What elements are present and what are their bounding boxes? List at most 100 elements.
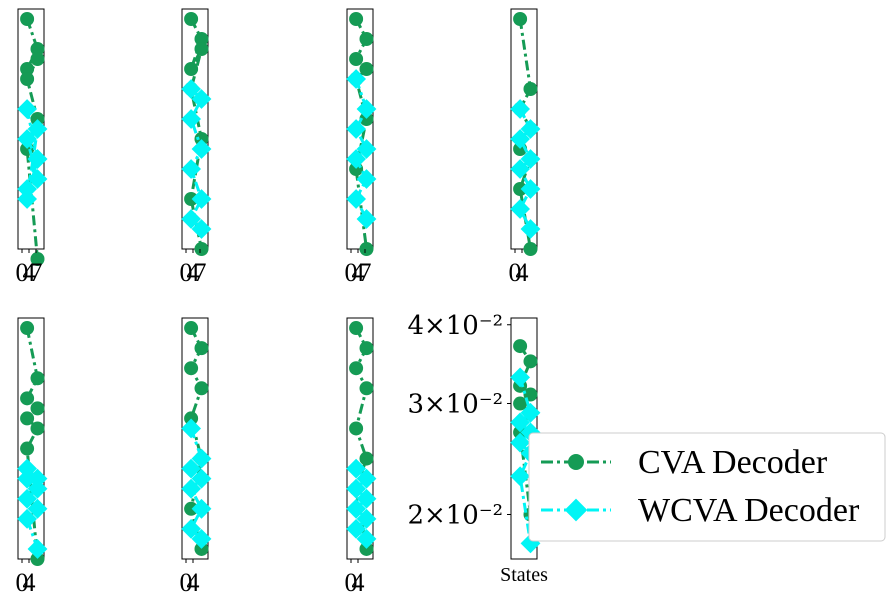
- panel-1-wcva-point-0: [17, 99, 37, 119]
- panel-3-wcva-point-6: [346, 189, 366, 209]
- panel-3-wcva-point-5: [356, 169, 377, 189]
- panel-7-cva-point-7: [359, 541, 374, 556]
- panel-3-wcva-point-7: [356, 209, 377, 229]
- panel-5-wcva-point-4: [17, 488, 37, 509]
- panel-1-cva-point-5: [30, 112, 45, 126]
- panel-6-frame: [181, 317, 209, 560]
- panel-5-xtick-label-0: 0: [16, 568, 29, 597]
- panel-8-ytick-label-0: 4×10⁻²: [407, 311, 503, 341]
- panel-1: 047: [16, 8, 48, 287]
- panel-6-wcva-point-1: [191, 448, 212, 469]
- panel-2-cva-point-1: [194, 32, 209, 46]
- panel-2-wcva-point-0: [181, 79, 201, 99]
- panel-5-wcva-point-3: [27, 478, 48, 499]
- panel-7-wcva-point-4: [346, 498, 366, 519]
- panel-5-wcva-point-1: [27, 468, 48, 489]
- panel-7: 04: [345, 317, 377, 597]
- panel-4-cva-point-0: [513, 12, 528, 26]
- panel-2-cva-point-7: [194, 242, 209, 256]
- panel-8-xlabel: States: [500, 564, 548, 586]
- panel-4-wcva-point-0: [510, 99, 530, 119]
- panel-6-xtick-label-0: 0: [180, 568, 193, 597]
- panel-3-wcva-point-2: [346, 119, 366, 139]
- panel-2-xtick-label-0: 0: [180, 258, 193, 287]
- legend-wcva-label: WCVA Decoder: [638, 492, 860, 529]
- panel-5-cva-point-5: [30, 421, 45, 436]
- panel-4-wcva-point-6: [510, 199, 530, 219]
- panel-2-cva-point-5: [194, 132, 209, 146]
- panel-2-wcva-point-1: [191, 89, 212, 109]
- panel-3-cva-point-0: [349, 12, 364, 26]
- legend-frame: [528, 432, 886, 542]
- panel-3-cva-point-5: [359, 112, 374, 126]
- panel-5-xtick-label-1: 4: [23, 568, 36, 597]
- panel-7-wcva-point-7: [356, 529, 377, 549]
- panel-7-cva-point-3: [359, 381, 374, 396]
- legend-wcva-marker: [564, 498, 588, 522]
- panel-6-cva-point-1: [194, 341, 209, 356]
- panel-7-xtick-label-1: 4: [352, 568, 365, 597]
- panel-7-cva-point-0: [349, 321, 364, 336]
- panel-5-cva-point-6: [20, 441, 35, 456]
- panel-8-wcva-point-6: [510, 466, 530, 487]
- panel-2-xtick-label-2: 7: [194, 258, 207, 287]
- panel-6-cva-point-0: [184, 321, 199, 336]
- panel-2-wcva-point-3: [191, 139, 212, 159]
- panel-6-cva-point-2: [184, 361, 199, 376]
- panel-7-wcva-point-6: [346, 518, 366, 539]
- panel-7-cva-point-5: [359, 451, 374, 466]
- panel-6-cva-point-4: [184, 411, 199, 426]
- panel-7-cva-point-1: [359, 341, 374, 356]
- panel-3: 047: [345, 8, 377, 287]
- panel-6-wcva-point-0: [181, 418, 201, 439]
- panel-3-wcva-point-1: [356, 99, 377, 119]
- panel-3-wcva-point-0: [346, 69, 366, 89]
- panel-1-cva-point-7: [30, 252, 45, 266]
- panel-6-wcva-line: [188, 427, 204, 540]
- legend-cva-marker: [568, 454, 584, 470]
- panel-5-cva-point-0: [20, 321, 35, 336]
- panel-1-cva-point-4: [20, 72, 35, 86]
- panel-6-wcva-point-4: [181, 478, 201, 499]
- panel-2-wcva-point-2: [181, 109, 201, 129]
- panel-1-cva-point-2: [20, 62, 35, 76]
- panel-5-cva-point-2: [20, 391, 35, 406]
- panel-3-cva-point-7: [359, 242, 374, 256]
- panel-7-wcva-point-1: [356, 468, 377, 489]
- panel-1-xtick-label-0: 0: [16, 258, 29, 287]
- panel-3-xtick-label-1: 4: [352, 258, 365, 287]
- panel-7-cva-point-4: [349, 421, 364, 436]
- legend-cva-label: CVA Decoder: [638, 444, 828, 481]
- panel-3-cva-point-3: [359, 62, 374, 76]
- panel-8-cva-point-6: [513, 425, 528, 440]
- panel-7-wcva-point-0: [346, 458, 366, 479]
- panel-5-wcva-point-0: [17, 458, 37, 479]
- panel-2-xtick-label-1: 4: [187, 258, 200, 287]
- panel-7-wcva-point-3: [356, 488, 377, 509]
- panel-2-wcva-point-4: [181, 159, 201, 179]
- panel-2-wcva-point-5: [191, 189, 212, 209]
- panel-3-xtick-label-0: 0: [345, 258, 358, 287]
- panel-5-wcva-point-2: [17, 468, 37, 489]
- panel-5-wcva-point-5: [27, 498, 48, 519]
- chart-legend: CVA Decoder WCVA Decoder: [528, 432, 886, 542]
- panel-7-wcva-point-2: [346, 478, 366, 499]
- panel-8-wcva-point-0: [510, 367, 530, 388]
- panel-7-wcva-point-5: [356, 508, 377, 529]
- panel-2-cva-point-6: [184, 192, 199, 206]
- panel-8-ytick-label-2: 2×10⁻²: [407, 501, 503, 531]
- panel-8-ytick-label-1: 3×10⁻²: [407, 390, 503, 420]
- panel-3-wcva-point-3: [356, 139, 377, 159]
- panel-8-wcva-point-1: [520, 402, 541, 423]
- panel-2-cva-point-0: [184, 12, 199, 26]
- panel-8-cva-point-1: [523, 354, 538, 369]
- panel-2-cva-point-3: [194, 42, 209, 56]
- panel-7-frame: [346, 317, 374, 560]
- panel-5-cva-point-4: [20, 411, 35, 426]
- panel-6-cva-point-6: [184, 501, 199, 516]
- panel-1-xtick-label-2: 7: [30, 258, 43, 287]
- panel-4-xtick-label-1: 4: [516, 258, 529, 287]
- panel-2-wcva-point-7: [191, 219, 212, 239]
- panel-1-wcva-point-6: [17, 189, 37, 209]
